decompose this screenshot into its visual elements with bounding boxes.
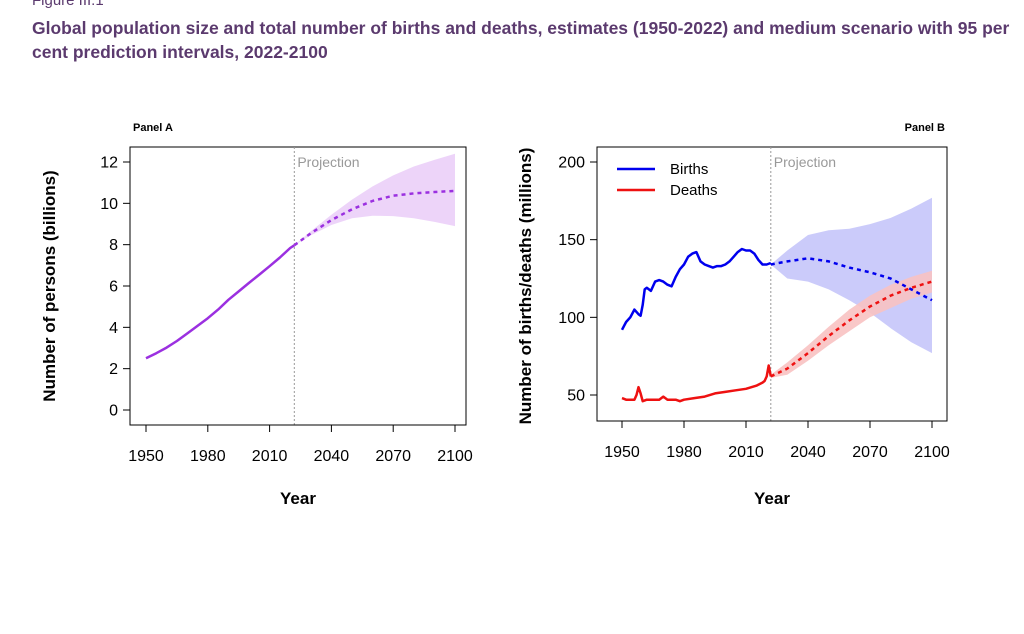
x-tick-label: 1950 xyxy=(604,444,640,461)
chart-panel-b: Projection 1950 1980 2010 2040 2070 2100 50 100 1… xyxy=(516,122,950,508)
legend-label: Deaths xyxy=(670,182,718,199)
y-tick-label: 4 xyxy=(109,320,118,337)
x-tick-label: 2070 xyxy=(375,448,411,465)
x-axis-title: Year xyxy=(754,489,790,508)
deaths-prediction-band xyxy=(770,270,932,378)
y-axis: 0 2 4 6 8 10 12 xyxy=(100,155,131,420)
y-tick-label: 0 xyxy=(109,403,118,420)
population-prediction-band xyxy=(294,153,455,246)
x-tick-label: 2040 xyxy=(790,444,826,461)
projection-label: Projection xyxy=(774,154,836,170)
x-tick-label: 2100 xyxy=(437,448,473,465)
figure-title: Global population size and total number … xyxy=(32,18,1010,62)
deaths-projection-line xyxy=(770,280,933,378)
y-tick-label: 2 xyxy=(109,361,118,378)
population-estimates-line xyxy=(145,244,295,360)
y-tick-label: 200 xyxy=(558,155,585,172)
legend: Births Deaths xyxy=(617,161,718,199)
x-tick-label: 1950 xyxy=(128,448,164,465)
x-tick-label: 2040 xyxy=(314,448,350,465)
y-tick-label: 10 xyxy=(100,196,118,213)
y-tick-label: 6 xyxy=(109,279,118,296)
y-tick-label: 8 xyxy=(109,237,118,254)
y-axis-title: Number of persons (billions) xyxy=(40,170,59,401)
x-tick-label: 1980 xyxy=(666,444,702,461)
projection-label: Projection xyxy=(297,154,359,170)
legend-label: Births xyxy=(670,161,708,178)
births-projection-line xyxy=(770,257,933,302)
figure-label: Figure III.1 xyxy=(32,0,104,9)
x-tick-label: 2070 xyxy=(852,444,888,461)
legend-item-births: Births xyxy=(617,161,708,178)
y-tick-label: 50 xyxy=(567,388,585,405)
legend-item-deaths: Deaths xyxy=(617,182,718,199)
y-tick-label: 150 xyxy=(558,232,585,249)
panel-label: Panel B xyxy=(905,122,945,134)
x-tick-label: 2100 xyxy=(914,444,950,461)
x-axis: 1950 1980 2010 2040 2070 2100 xyxy=(604,420,950,461)
y-axis-title: Number of births/deaths (millions) xyxy=(516,148,535,425)
x-tick-label: 2010 xyxy=(252,448,288,465)
panel-label: Panel A xyxy=(133,122,173,134)
x-tick-label: 2010 xyxy=(728,444,764,461)
y-tick-label: 100 xyxy=(558,310,585,327)
population-projection-line xyxy=(293,189,456,247)
y-axis: 50 100 150 200 xyxy=(558,155,598,405)
births-prediction-band xyxy=(770,197,932,354)
x-axis: 1950 1980 2010 2040 2070 2100 xyxy=(128,424,473,465)
births-estimates-line xyxy=(620,247,772,331)
chart-panel-a: Projection 1950 1980 2010 2040 2070 2100 0 2 4 6 8 1… xyxy=(40,122,473,508)
x-tick-label: 1980 xyxy=(190,448,226,465)
x-axis-title: Year xyxy=(280,489,316,508)
deaths-estimates-line xyxy=(621,364,773,403)
y-tick-label: 12 xyxy=(100,155,118,172)
